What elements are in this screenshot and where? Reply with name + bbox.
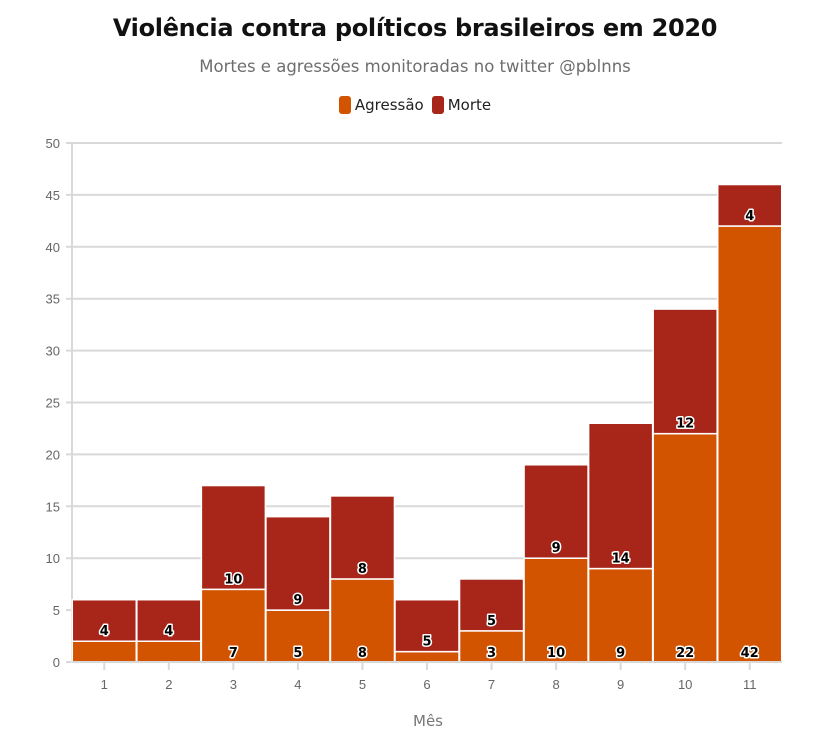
data-label: 4: [100, 624, 109, 639]
chart-title: Violência contra políticos brasileiros e…: [112, 14, 718, 42]
x-axis-title: Mês: [413, 712, 443, 730]
data-label: 8: [358, 562, 367, 577]
y-axis: 0 5 10 15 20 25 30 35 40 45 50: [46, 136, 73, 670]
data-label: 9: [552, 541, 561, 556]
x-tick-label: 5: [359, 677, 366, 692]
data-label: 42: [741, 646, 759, 661]
legend-label-agressao: Agressão: [354, 96, 424, 114]
x-tick-label: 4: [294, 677, 301, 692]
bar-morte-2: [136, 598, 202, 642]
bar-morte-6: [394, 598, 460, 653]
x-tick-label: 2: [165, 677, 172, 692]
y-tick-label: 50: [46, 136, 60, 151]
x-tick-label: 8: [552, 677, 559, 692]
y-tick-label: 15: [46, 499, 60, 514]
data-label: 9: [616, 646, 625, 661]
y-tick-label: 40: [46, 240, 60, 255]
legend-swatch-agressao: [338, 96, 351, 114]
bar-agresso-9: [587, 567, 654, 663]
data-label: 14: [612, 552, 630, 567]
bar-morte-11: [716, 183, 783, 227]
y-tick-label: 20: [46, 447, 60, 462]
bar-morte-1: [71, 598, 138, 642]
bar-morte-10: [652, 308, 718, 435]
y-tick-label: 5: [53, 603, 60, 618]
x-tick-label: 9: [617, 677, 624, 692]
bar-agresso-6: [394, 650, 460, 663]
data-labels: 4 4 7 10 5 9 8 8 5 3 5 10 9 9 14 22 12 42 4: [98, 208, 760, 663]
data-label: 5: [293, 646, 302, 661]
x-tick-label: 10: [678, 677, 692, 692]
y-tick-label: 10: [46, 551, 60, 566]
bar-morte-3: [200, 484, 267, 591]
bar-agresso-10: [652, 432, 718, 663]
data-label: 5: [487, 614, 496, 629]
chart-subtitle: Mortes e agressões monitoradas no twitte…: [199, 57, 631, 76]
legend-item-morte[interactable]: Morte: [431, 96, 492, 114]
legend-label-morte: Morte: [447, 96, 492, 114]
x-tick-label: 11: [743, 677, 757, 692]
data-label: 8: [358, 646, 367, 661]
bar-morte-8: [523, 464, 589, 559]
bar-agresso-4: [265, 609, 331, 663]
x-tick-label: 3: [230, 677, 237, 692]
x-tick-label: 1: [101, 677, 108, 692]
data-label: 7: [229, 646, 238, 661]
data-label: 4: [164, 624, 173, 639]
data-label: 3: [487, 646, 496, 661]
bar-agresso-1: [71, 640, 138, 663]
legend: Agressão Morte: [0, 96, 830, 114]
y-tick-label: 30: [46, 344, 60, 359]
x-tick-label: 6: [423, 677, 430, 692]
y-tick-label: 0: [53, 655, 60, 670]
data-label: 10: [547, 646, 565, 661]
data-label: 5: [422, 635, 431, 650]
data-label: 9: [293, 593, 302, 608]
legend-item-agressao[interactable]: Agressão: [338, 96, 424, 114]
bar-agresso-2: [136, 640, 202, 663]
data-label: 10: [224, 572, 242, 587]
y-tick-label: 45: [46, 188, 60, 203]
y-tick-label: 35: [46, 292, 60, 307]
legend-swatch-morte: [431, 96, 444, 114]
x-tick-label: 7: [488, 677, 495, 692]
x-axis: 1 2 3 4 5 6 7 8 9 10 11: [72, 661, 782, 692]
bars: [71, 183, 783, 663]
bar-morte-5: [329, 495, 396, 580]
y-tick-label: 25: [46, 396, 60, 411]
bar-morte-9: [587, 422, 654, 570]
data-label: 4: [745, 209, 754, 224]
data-label: 12: [676, 417, 694, 432]
bar-agresso-11: [716, 225, 783, 663]
data-label: 22: [676, 646, 694, 661]
